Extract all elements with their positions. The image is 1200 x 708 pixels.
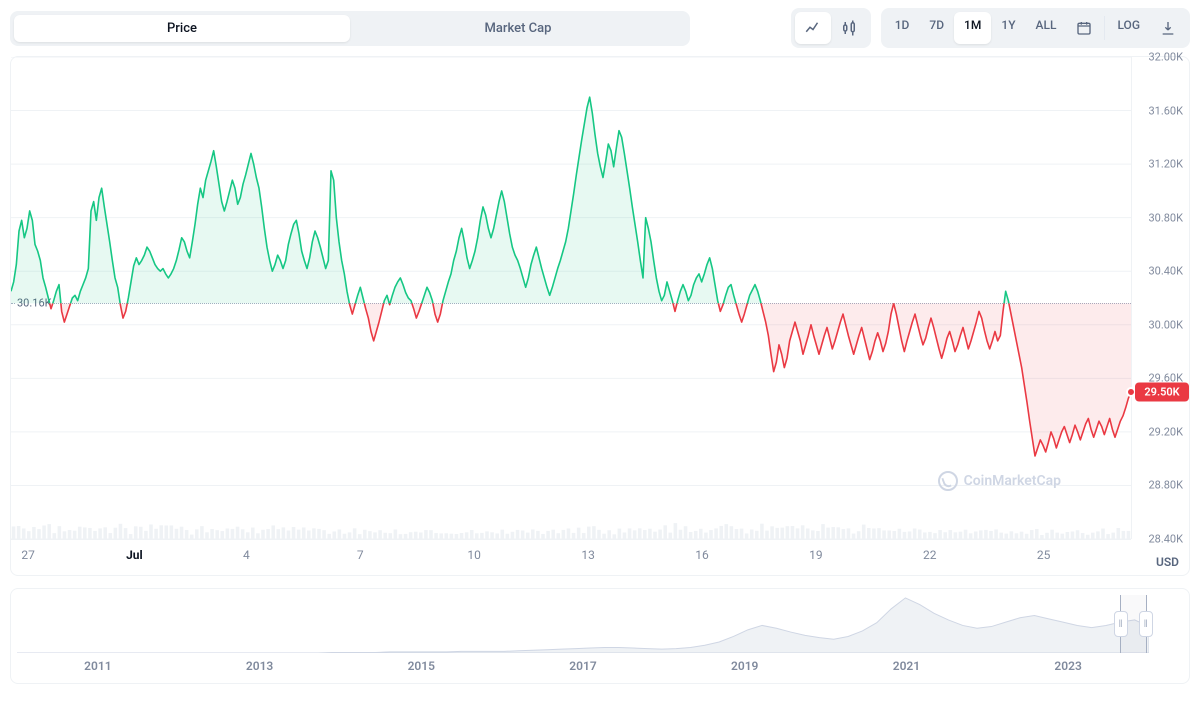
x-tick-label: 10: [467, 548, 481, 562]
range-handle-left[interactable]: ‖: [1114, 611, 1128, 637]
y-tick-label: 30.40K: [1148, 265, 1183, 278]
coinmarketcap-logo-icon: [938, 471, 958, 491]
view-segmented-control: Price Market Cap: [10, 11, 690, 46]
currency-label: USD: [1156, 555, 1179, 569]
range-x-tick: 2017: [569, 659, 596, 673]
y-tick-label: 28.40K: [1148, 533, 1183, 546]
x-tick-label: 25: [1037, 548, 1051, 562]
x-tick-label: 7: [357, 548, 364, 562]
range-x-tick: 2021: [893, 659, 920, 673]
x-tick-label: 13: [581, 548, 595, 562]
range-x-axis: 2011 2013 2015 2017 2019 2021 2023: [17, 657, 1149, 677]
x-axis: 27 Jul 4 7 10 13 16 19 22 25: [11, 539, 1131, 575]
range-handle-right[interactable]: ‖: [1139, 611, 1153, 637]
x-tick-label: 16: [695, 548, 709, 562]
y-tick-label: 30.80K: [1148, 211, 1183, 224]
y-tick-label: 28.80K: [1148, 479, 1183, 492]
x-tick-label: 27: [21, 548, 35, 562]
range-x-tick: 2019: [731, 659, 758, 673]
line-chart-icon[interactable]: [795, 12, 831, 44]
tab-price[interactable]: Price: [14, 15, 350, 42]
tab-market-cap[interactable]: Market Cap: [350, 15, 686, 42]
range-chart-area[interactable]: ‖ ‖: [17, 595, 1149, 653]
time-range-segmented-control: 1D 7D 1M 1Y ALL LOG: [881, 8, 1190, 48]
range-selection[interactable]: ‖ ‖: [1120, 595, 1147, 653]
x-tick-label: 22: [923, 548, 937, 562]
calendar-icon[interactable]: [1066, 12, 1102, 44]
watermark-text: CoinMarketCap: [964, 473, 1061, 489]
y-axis: 32.00K31.60K31.20K30.80K30.40K30.00K29.6…: [1131, 57, 1189, 539]
chart-plot-area[interactable]: 30.16K 29.50K CoinMarketCap: [11, 57, 1131, 539]
watermark: CoinMarketCap: [938, 471, 1061, 491]
range-all[interactable]: ALL: [1026, 12, 1067, 44]
range-selector: ‖ ‖ 2011 2013 2015 2017 2019 2021 2023: [10, 588, 1190, 684]
log-toggle[interactable]: LOG: [1107, 12, 1150, 44]
range-area-svg: [17, 595, 1149, 653]
y-tick-label: 29.20K: [1148, 425, 1183, 438]
range-1d[interactable]: 1D: [885, 12, 920, 44]
range-1y[interactable]: 1Y: [991, 12, 1025, 44]
download-icon[interactable]: [1150, 12, 1186, 44]
range-x-tick: 2015: [408, 659, 435, 673]
y-tick-label: 30.00K: [1148, 318, 1183, 331]
y-tick-label: 31.60K: [1148, 104, 1183, 117]
range-7d[interactable]: 7D: [919, 12, 954, 44]
chart-type-segmented-control: [791, 8, 871, 48]
current-price-badge: 29.50K: [1135, 382, 1189, 401]
y-tick-label: 32.00K: [1148, 51, 1183, 64]
x-tick-label: 4: [243, 548, 250, 562]
range-x-tick: 2011: [84, 659, 111, 673]
range-1m[interactable]: 1M: [954, 12, 991, 44]
range-x-tick: 2013: [246, 659, 273, 673]
chart-toolbar: Price Market Cap 1D 7D 1M 1Y ALL LOG: [0, 0, 1200, 56]
price-chart: 30.16K 29.50K CoinMarketCap 32.00K31.60K…: [10, 56, 1190, 576]
x-tick-label: 19: [809, 548, 823, 562]
x-tick-label: Jul: [126, 548, 143, 562]
range-x-tick: 2023: [1054, 659, 1081, 673]
candlestick-icon[interactable]: [831, 12, 867, 44]
price-line-svg: [11, 57, 1131, 539]
y-tick-label: 31.20K: [1148, 158, 1183, 171]
